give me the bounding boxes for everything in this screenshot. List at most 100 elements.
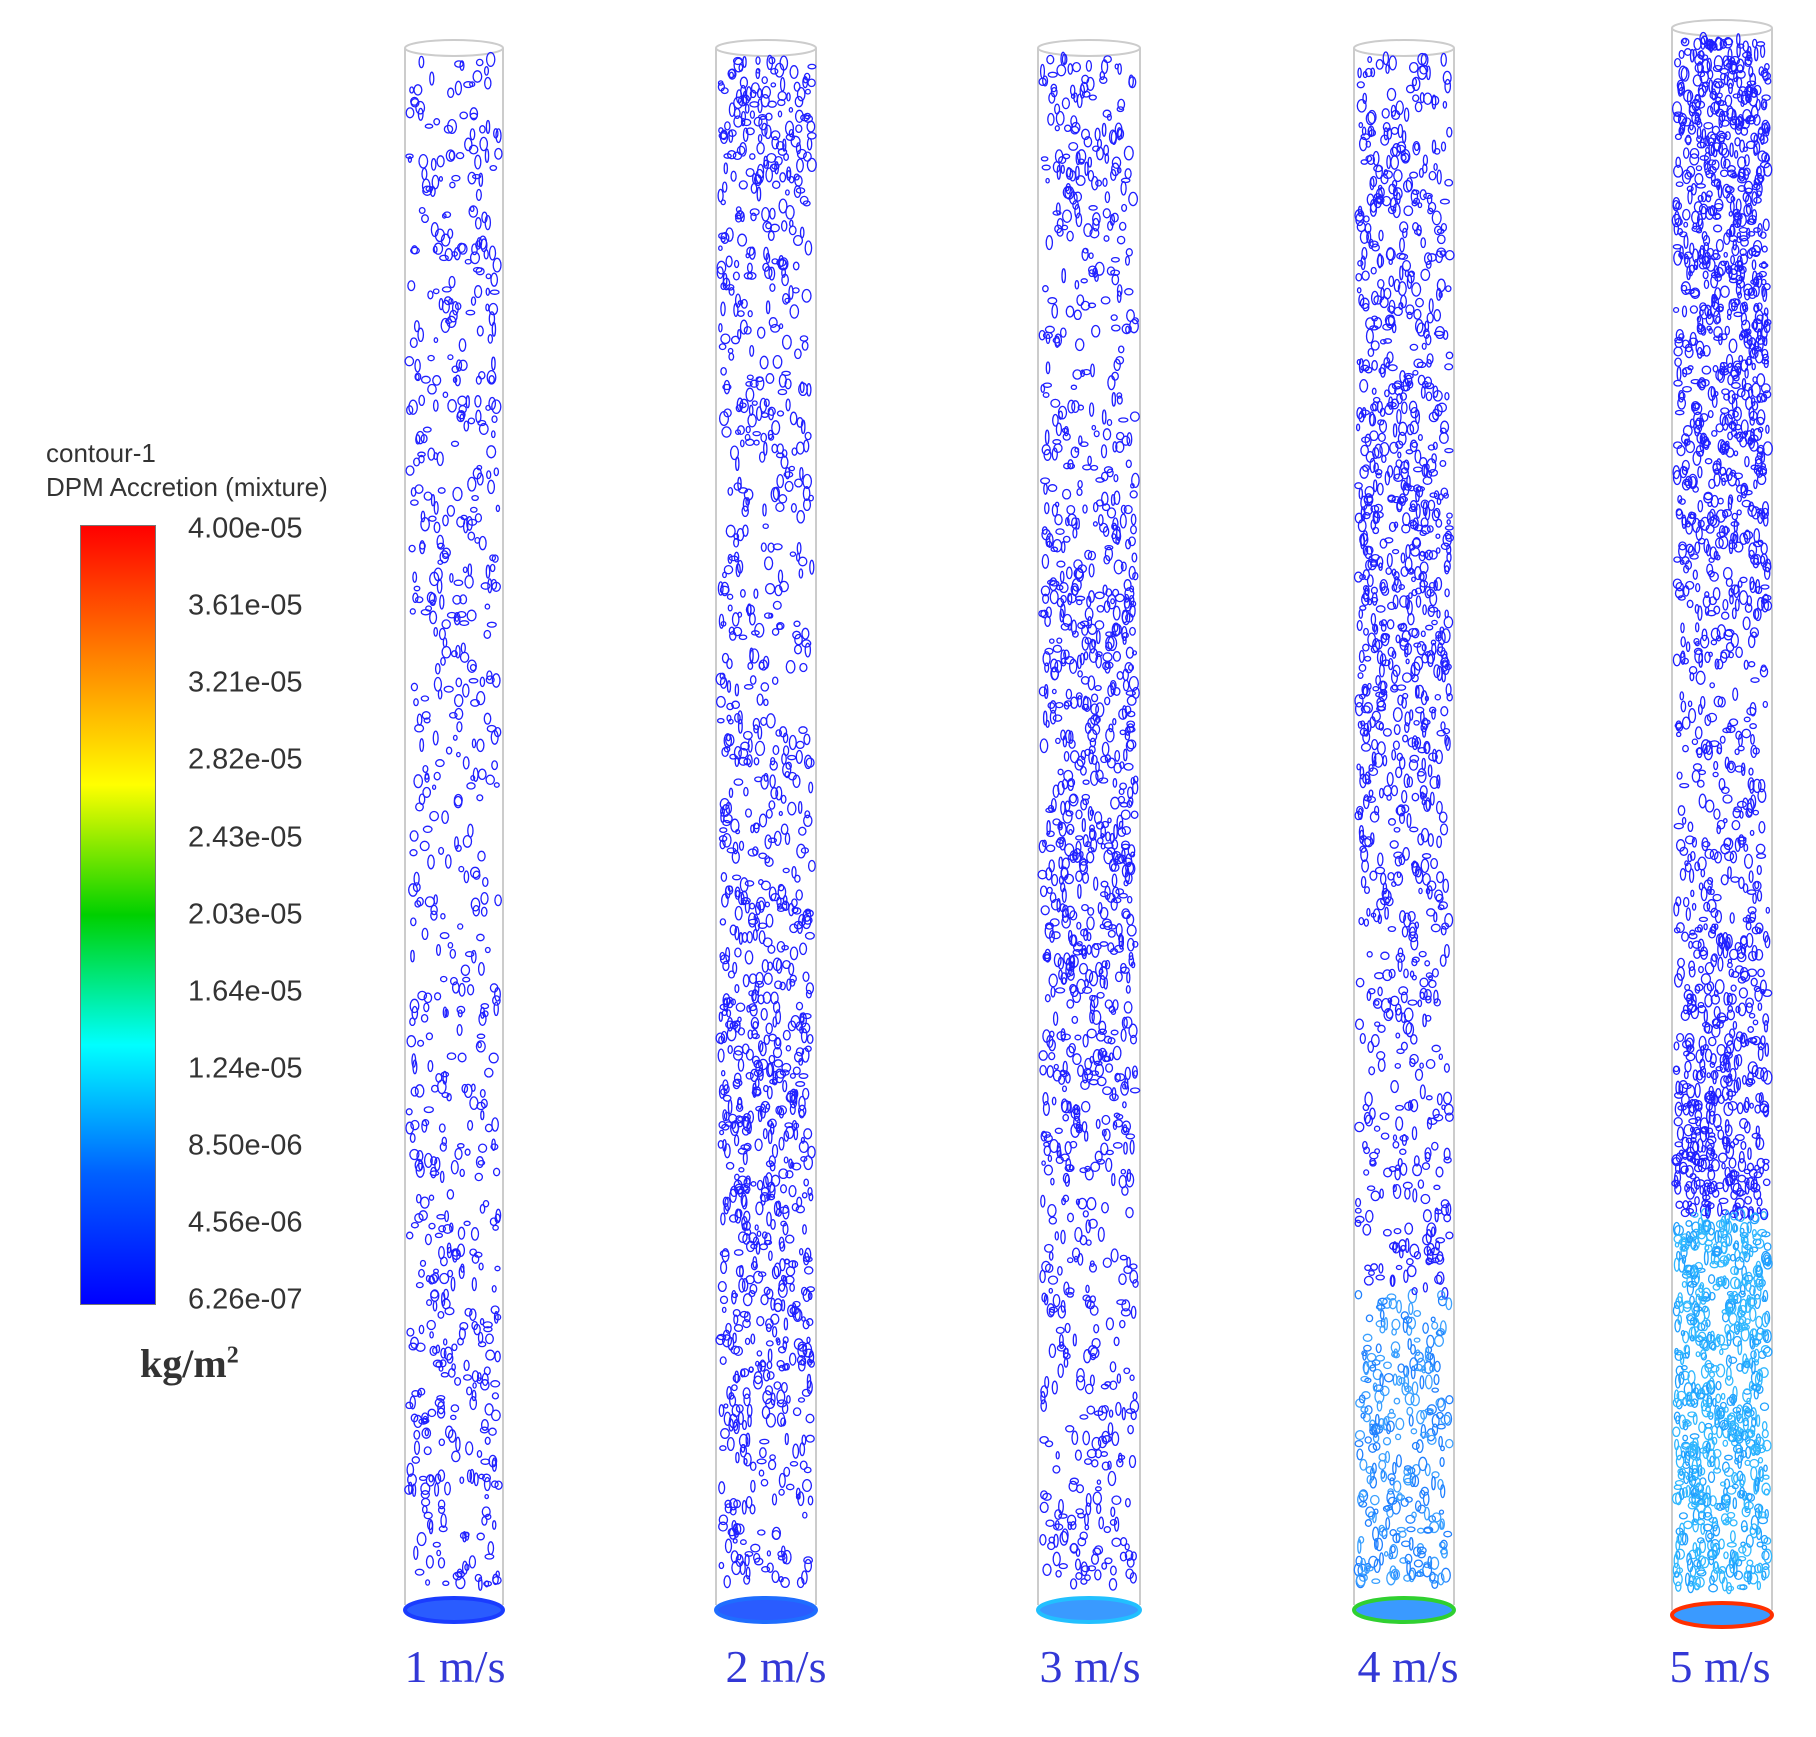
contour-speck [789, 1283, 795, 1293]
contour-speck [777, 110, 783, 118]
contour-speck [1362, 643, 1370, 652]
contour-speck [1055, 701, 1064, 709]
contour-speck [1437, 642, 1444, 654]
contour-speck [413, 1429, 421, 1440]
contour-speck [797, 800, 803, 815]
contour-speck [1359, 845, 1367, 853]
contour-speck [1419, 570, 1428, 582]
contour-speck [1441, 1286, 1449, 1300]
contour-speck [423, 992, 433, 1004]
contour-speck [1068, 739, 1076, 749]
contour-speck [768, 266, 776, 281]
contour-speck [1113, 824, 1118, 840]
contour-speck [795, 1081, 806, 1087]
contour-speck [802, 1342, 813, 1358]
contour-speck [413, 1440, 421, 1455]
contour-speck [1065, 305, 1075, 318]
contour-speck [1048, 1038, 1056, 1052]
contour-speck [783, 471, 794, 478]
contour-speck [424, 123, 434, 129]
contour-speck [1044, 1440, 1054, 1448]
contour-speck [1044, 662, 1050, 673]
contour-speck [1709, 546, 1718, 560]
contour-speck [1125, 325, 1130, 334]
contour-speck [1065, 566, 1073, 580]
contour-speck [1048, 973, 1058, 988]
contour-speck [1683, 234, 1689, 249]
contour-speck [1757, 126, 1765, 142]
contour-speck [1428, 706, 1437, 714]
contour-speck [784, 832, 791, 846]
contour-speck [471, 1370, 480, 1383]
contour-speck [802, 1087, 810, 1100]
contour-speck [1098, 777, 1109, 784]
contour-speck [738, 747, 749, 759]
contour-speck [805, 1413, 815, 1424]
contour-speck [793, 1089, 799, 1099]
contour-speck [1402, 512, 1411, 527]
contour-speck [1055, 1326, 1065, 1335]
contour-speck [1672, 199, 1680, 212]
contour-speck [723, 1203, 729, 1215]
contour-speck [418, 454, 425, 464]
contour-speck [1043, 1134, 1053, 1143]
contour-speck [771, 258, 779, 265]
contour-speck [495, 128, 502, 144]
contour-speck [1087, 550, 1097, 561]
contour-speck [1426, 650, 1436, 664]
contour-speck [1050, 1177, 1055, 1186]
contour-speck [1698, 1539, 1707, 1554]
contour-speck [1359, 378, 1369, 393]
contour-speck [768, 800, 776, 810]
contour-speck [420, 1490, 430, 1499]
contour-speck [451, 1363, 456, 1371]
contour-speck [1372, 1382, 1378, 1392]
contour-speck [1419, 1375, 1425, 1390]
contour-speck [773, 1037, 782, 1050]
contour-speck [780, 1381, 788, 1394]
contour-speck [1698, 1421, 1706, 1434]
contour-speck [760, 1478, 769, 1487]
contour-speck [458, 338, 467, 352]
contour-speck [1132, 1391, 1138, 1401]
contour-speck [1409, 171, 1419, 179]
contour-speck [1130, 1551, 1137, 1561]
contour-speck [1418, 950, 1427, 958]
contour-speck [733, 537, 740, 548]
contour-speck [1107, 220, 1114, 231]
contour-speck [420, 1482, 431, 1496]
contour-speck [478, 1262, 484, 1271]
contour-speck [727, 970, 736, 979]
contour-speck [456, 1143, 465, 1149]
contour-speck [466, 1469, 473, 1483]
contour-speck [1049, 1138, 1059, 1154]
contour-speck [1103, 144, 1110, 156]
contour-speck [1750, 1182, 1761, 1193]
contour-speck [722, 960, 730, 972]
contour-speck [774, 1068, 785, 1084]
contour-speck [1739, 248, 1747, 256]
contour-speck [1708, 596, 1717, 606]
contour-speck [1074, 279, 1080, 290]
contour-speck [446, 118, 458, 135]
contour-speck [423, 1002, 430, 1013]
contour-speck [1361, 683, 1369, 696]
contour-speck [720, 581, 730, 597]
contour-speck [1061, 488, 1072, 500]
contour-speck [1063, 700, 1073, 707]
contour-speck [1424, 586, 1432, 599]
contour-speck [469, 107, 479, 121]
contour-speck [1086, 1448, 1097, 1459]
contour-speck [753, 822, 760, 834]
contour-speck [1042, 75, 1049, 87]
contour-speck [1375, 472, 1382, 479]
contour-speck [462, 756, 470, 770]
contour-speck [416, 1532, 427, 1547]
contour-speck [1100, 880, 1109, 888]
contour-speck [1762, 1163, 1770, 1172]
contour-speck [1359, 727, 1369, 737]
contour-speck [1387, 818, 1397, 826]
contour-speck [1378, 229, 1384, 242]
contour-speck [797, 1359, 806, 1372]
contour-speck [746, 271, 757, 280]
